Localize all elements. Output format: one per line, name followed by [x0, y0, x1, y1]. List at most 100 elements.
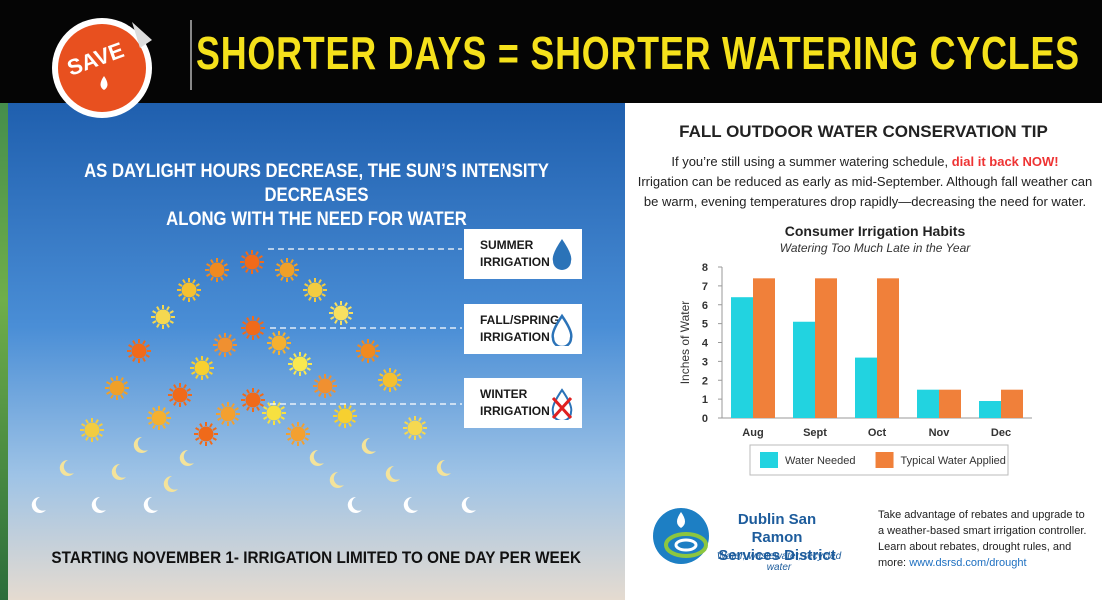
- sun-ray: [291, 440, 295, 445]
- moon: [59, 459, 74, 476]
- sun-core: [84, 422, 100, 438]
- sun-ray: [421, 431, 426, 435]
- sun-ray: [318, 296, 322, 301]
- sun-core: [209, 262, 225, 278]
- sun-ray: [217, 407, 222, 411]
- sun-ray: [393, 369, 397, 374]
- level-connectors: [268, 248, 462, 405]
- sun-ray: [374, 354, 379, 358]
- divider: [190, 20, 192, 90]
- sun-ray: [212, 437, 217, 441]
- heading-line: AS DAYLIGHT HOURS DECREASE, THE SUN’S IN…: [84, 161, 549, 206]
- level-label: SUMMER: [480, 238, 534, 252]
- y-tick-label: 6: [702, 300, 708, 312]
- sun-ray: [357, 354, 362, 358]
- sun-ray: [183, 401, 187, 406]
- sun-ray: [267, 419, 271, 424]
- sun-ray: [173, 384, 177, 389]
- x-tick-label: Sept: [803, 427, 827, 439]
- y-tick-label: 1: [702, 394, 708, 406]
- sun-ray: [304, 437, 309, 441]
- sun-ray: [408, 417, 412, 422]
- logo: [653, 508, 709, 564]
- level-label: IRRIGATION: [480, 330, 550, 344]
- legend-label: Water Needed: [785, 455, 856, 467]
- logo-drop: [677, 512, 685, 528]
- sun-ray: [379, 383, 384, 387]
- logo-name: Dublin San Ramon Services District: [712, 511, 842, 565]
- sun-ray: [85, 436, 89, 441]
- sun-ray: [306, 367, 311, 371]
- sun-ray: [421, 421, 426, 425]
- bar: [753, 278, 775, 418]
- sun-ray: [191, 361, 196, 365]
- sun-ray: [246, 406, 250, 411]
- logo-swirl: [664, 532, 708, 558]
- sun: [205, 258, 229, 282]
- sun-ray: [245, 268, 249, 273]
- x-tick-label: Oct: [868, 427, 887, 439]
- sun-ray: [408, 434, 412, 439]
- sun-ray: [132, 340, 136, 345]
- moon: [347, 496, 362, 513]
- sun-ray: [206, 273, 211, 277]
- sun-core: [290, 426, 306, 442]
- sun-ray: [220, 276, 224, 281]
- drop-icon: [551, 313, 573, 346]
- sun-ray: [272, 332, 276, 337]
- drop-icon: [552, 239, 572, 270]
- sun-ray: [287, 427, 292, 431]
- left-heading: AS DAYLIGHT HOURS DECREASE, THE SUN’S IN…: [8, 160, 625, 232]
- bar: [731, 297, 753, 418]
- sun-ray: [231, 403, 235, 408]
- sun-ray: [348, 422, 352, 427]
- sun-ray: [217, 417, 222, 421]
- sun: [194, 422, 218, 446]
- sun-ray: [145, 344, 150, 348]
- sun-core: [245, 392, 261, 408]
- sun-ray: [256, 406, 260, 411]
- sun-ray: [106, 391, 111, 395]
- sun-ray: [209, 423, 213, 428]
- sun-ray: [263, 416, 268, 420]
- sun-ray: [318, 375, 322, 380]
- sun-ray: [195, 357, 199, 362]
- sun-ray: [293, 273, 298, 277]
- sun-ray: [267, 402, 271, 407]
- sun-ray: [152, 424, 156, 429]
- sun-ray: [208, 361, 213, 365]
- sun-ray: [303, 353, 307, 358]
- y-tick-label: 4: [702, 338, 709, 350]
- sun-ray: [81, 433, 86, 437]
- sun-ray: [152, 320, 157, 324]
- sun-core: [292, 356, 308, 372]
- sun-ray: [182, 279, 186, 284]
- sun-ray: [208, 371, 213, 375]
- sun-ray: [418, 434, 422, 439]
- sun-ray: [210, 276, 214, 281]
- sun-ray: [293, 353, 297, 358]
- sun-ray: [282, 349, 286, 354]
- sun-core: [198, 426, 214, 442]
- sun-core: [245, 320, 261, 336]
- sun-ray: [231, 420, 235, 425]
- sun-ray: [258, 265, 263, 269]
- logo-swirl: [674, 538, 698, 552]
- link[interactable]: www.dsrsd.com/drought: [909, 557, 1027, 569]
- sun-ray: [318, 279, 322, 284]
- bar-chart: Consumer Irrigation Habits Watering Too M…: [678, 223, 1032, 476]
- sun-ray: [162, 407, 166, 412]
- sun: [333, 404, 357, 428]
- sun: [151, 305, 175, 329]
- sun-core: [131, 343, 147, 359]
- sun-ray: [85, 419, 89, 424]
- sun-core: [407, 420, 423, 436]
- left-footer: STARTING NOVEMBER 1- IRRIGATION LIMITED …: [8, 548, 625, 568]
- sun-ray: [301, 440, 305, 445]
- level-box: FALL/SPRING IRRIGATION: [464, 304, 582, 354]
- sun-ray: [169, 320, 174, 324]
- save-badge: SAVE: [52, 18, 152, 118]
- footer-text: STARTING NOVEMBER 1- IRRIGATION LIMITED …: [51, 548, 582, 567]
- sun-ray: [145, 354, 150, 358]
- bar: [917, 389, 939, 418]
